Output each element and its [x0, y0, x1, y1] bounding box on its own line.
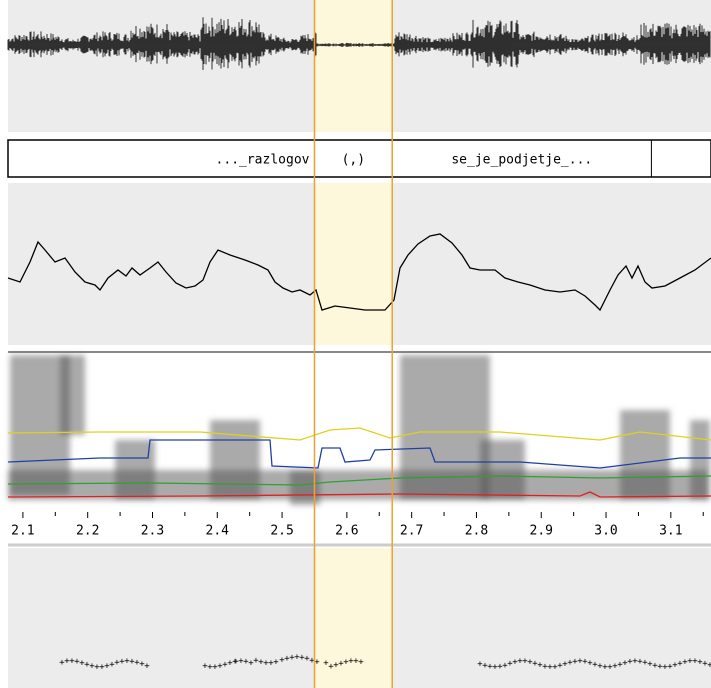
tier-label: ..._razlogov [216, 153, 310, 168]
spectrogram-energy [60, 355, 85, 435]
tier-label: se_je_podjetje_... [451, 153, 592, 168]
spectrogram-energy [8, 470, 708, 500]
tier-label: (,) [342, 153, 365, 168]
selection-layer [314, 0, 392, 688]
tick-label: 2.5 [270, 524, 293, 539]
tick-label: 2.4 [206, 524, 230, 539]
pitch-point: + [707, 661, 711, 671]
tick-label: 2.1 [11, 524, 34, 539]
selection-fill [314, 183, 392, 345]
tick-label: 2.8 [465, 524, 488, 539]
tick-label: 2.7 [400, 524, 423, 539]
selection-fill [314, 0, 392, 132]
tick-label: 2.3 [141, 524, 164, 539]
tick-label: 2.2 [76, 524, 99, 539]
tick-label: 2.6 [335, 524, 358, 539]
pitch-point: + [144, 661, 150, 671]
speech-editor: ++++++++++++++++++++++++++++++++++++++++… [0, 0, 711, 688]
tick-label: 3.0 [594, 524, 617, 539]
pitch-point: + [358, 658, 364, 668]
tick-label: 3.1 [659, 524, 682, 539]
tick-label: 2.9 [530, 524, 553, 539]
